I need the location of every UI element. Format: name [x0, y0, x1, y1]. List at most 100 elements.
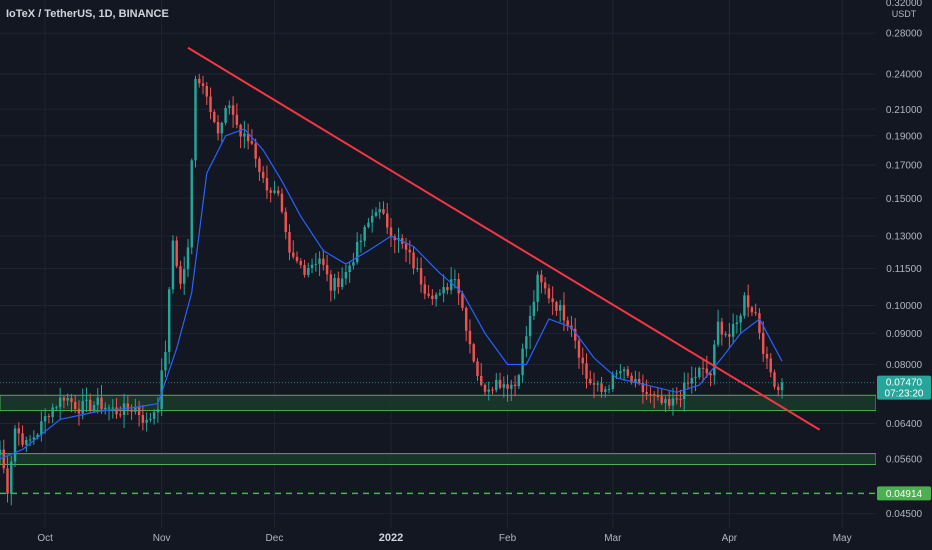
price-tick-label: 0.05600: [886, 454, 923, 465]
candle-down: [701, 367, 705, 369]
price-tick-label: 0.17000: [886, 161, 923, 172]
candle-down: [295, 256, 299, 262]
candle-up: [28, 439, 32, 441]
time-axis-panel[interactable]: [0, 528, 932, 550]
candle-up: [243, 133, 246, 137]
candle-up: [517, 375, 521, 387]
candle-up: [690, 377, 693, 384]
candle-up: [92, 405, 96, 411]
candle-down: [126, 403, 130, 410]
candle-down: [115, 407, 118, 415]
candle-down: [235, 114, 239, 125]
candle-down: [89, 399, 92, 411]
candle-up: [307, 268, 310, 275]
candle-down: [679, 398, 682, 400]
candle-down: [299, 261, 302, 265]
candle-down: [547, 288, 551, 299]
candle-down: [589, 378, 592, 384]
candle-up: [622, 369, 626, 372]
candle-down: [62, 397, 66, 401]
price-tick-label: 0.28000: [886, 29, 923, 40]
candle-down: [464, 307, 468, 331]
candle-up: [344, 272, 348, 279]
time-axis[interactable]: Oct Nov Dec 2022 Feb Mar Apr May: [37, 532, 851, 544]
candle-up: [724, 334, 727, 336]
candle-up: [532, 301, 536, 316]
candle-up: [780, 382, 784, 391]
price-axis-panel[interactable]: [876, 0, 932, 528]
candle-up: [340, 278, 344, 287]
candle-down: [761, 332, 765, 354]
candle-up: [453, 279, 457, 281]
candle-down: [675, 398, 678, 400]
candle-up: [434, 294, 438, 300]
candle-up: [190, 160, 193, 248]
candle-down: [555, 302, 558, 311]
candle-down: [472, 344, 475, 362]
candle-down: [73, 401, 77, 409]
candle-down: [476, 361, 479, 376]
candle-up: [743, 295, 746, 316]
time-tick-label: Feb: [499, 533, 517, 544]
candle-up: [604, 389, 607, 392]
candle-up: [167, 289, 171, 352]
candle-down: [577, 340, 581, 358]
candle-down: [660, 396, 663, 404]
candle-up: [220, 122, 224, 134]
candle-up: [502, 384, 506, 388]
candle-down: [284, 211, 287, 233]
candle-down: [457, 279, 460, 294]
candle-up: [51, 407, 54, 418]
candle-down: [758, 313, 761, 333]
support-zone[interactable]: [0, 453, 877, 465]
candle-down: [630, 375, 633, 383]
candle-down: [765, 353, 769, 359]
candle-down: [709, 373, 712, 376]
candle-up: [10, 461, 13, 494]
candle-down: [292, 252, 295, 257]
candle-up: [314, 263, 318, 265]
candle-down: [21, 433, 24, 445]
candle-down: [773, 372, 776, 387]
candle-down: [201, 83, 205, 87]
candle-up: [310, 264, 314, 269]
support-zones: [0, 394, 877, 495]
candle-down: [446, 287, 449, 291]
candle-down: [626, 369, 630, 376]
candle-up: [36, 434, 39, 438]
candle-up: [370, 215, 374, 223]
candle-up: [528, 315, 532, 337]
candle-down: [656, 396, 660, 398]
candle-up: [224, 108, 227, 123]
candle-down: [276, 190, 280, 194]
candle-up: [171, 240, 175, 290]
trendline[interactable]: [187, 46, 821, 431]
price-tick-label: 0.21000: [886, 105, 923, 116]
candle-up: [318, 258, 321, 264]
candle-up: [416, 268, 419, 270]
candle-down: [258, 158, 261, 172]
candle-up: [558, 305, 562, 311]
candle-down: [566, 320, 569, 326]
trendline-layer[interactable]: [187, 46, 821, 431]
candle-down: [77, 408, 81, 414]
candle-down: [637, 378, 641, 383]
candle-down: [47, 416, 51, 418]
candle-up: [355, 242, 359, 263]
candle-up: [183, 269, 186, 284]
price-tick-label: 0.10000: [886, 301, 923, 312]
candle-down: [130, 409, 133, 412]
candle-down: [667, 399, 671, 406]
candle-up: [149, 418, 152, 420]
price-axis[interactable]: 0.28000 0.24000 0.21000 0.19000 0.17000 0.150…: [886, 0, 923, 520]
price-tick-label: 0.04500: [886, 509, 923, 520]
chart-title: IoTeX / TetherUS, 1D, BINANCE: [6, 8, 169, 20]
price-tick-label: 0.15000: [886, 194, 923, 205]
candle-down: [686, 382, 690, 384]
candle-down: [100, 397, 103, 410]
price-tick-label: 0.24000: [886, 69, 923, 80]
candle-down: [491, 389, 494, 391]
